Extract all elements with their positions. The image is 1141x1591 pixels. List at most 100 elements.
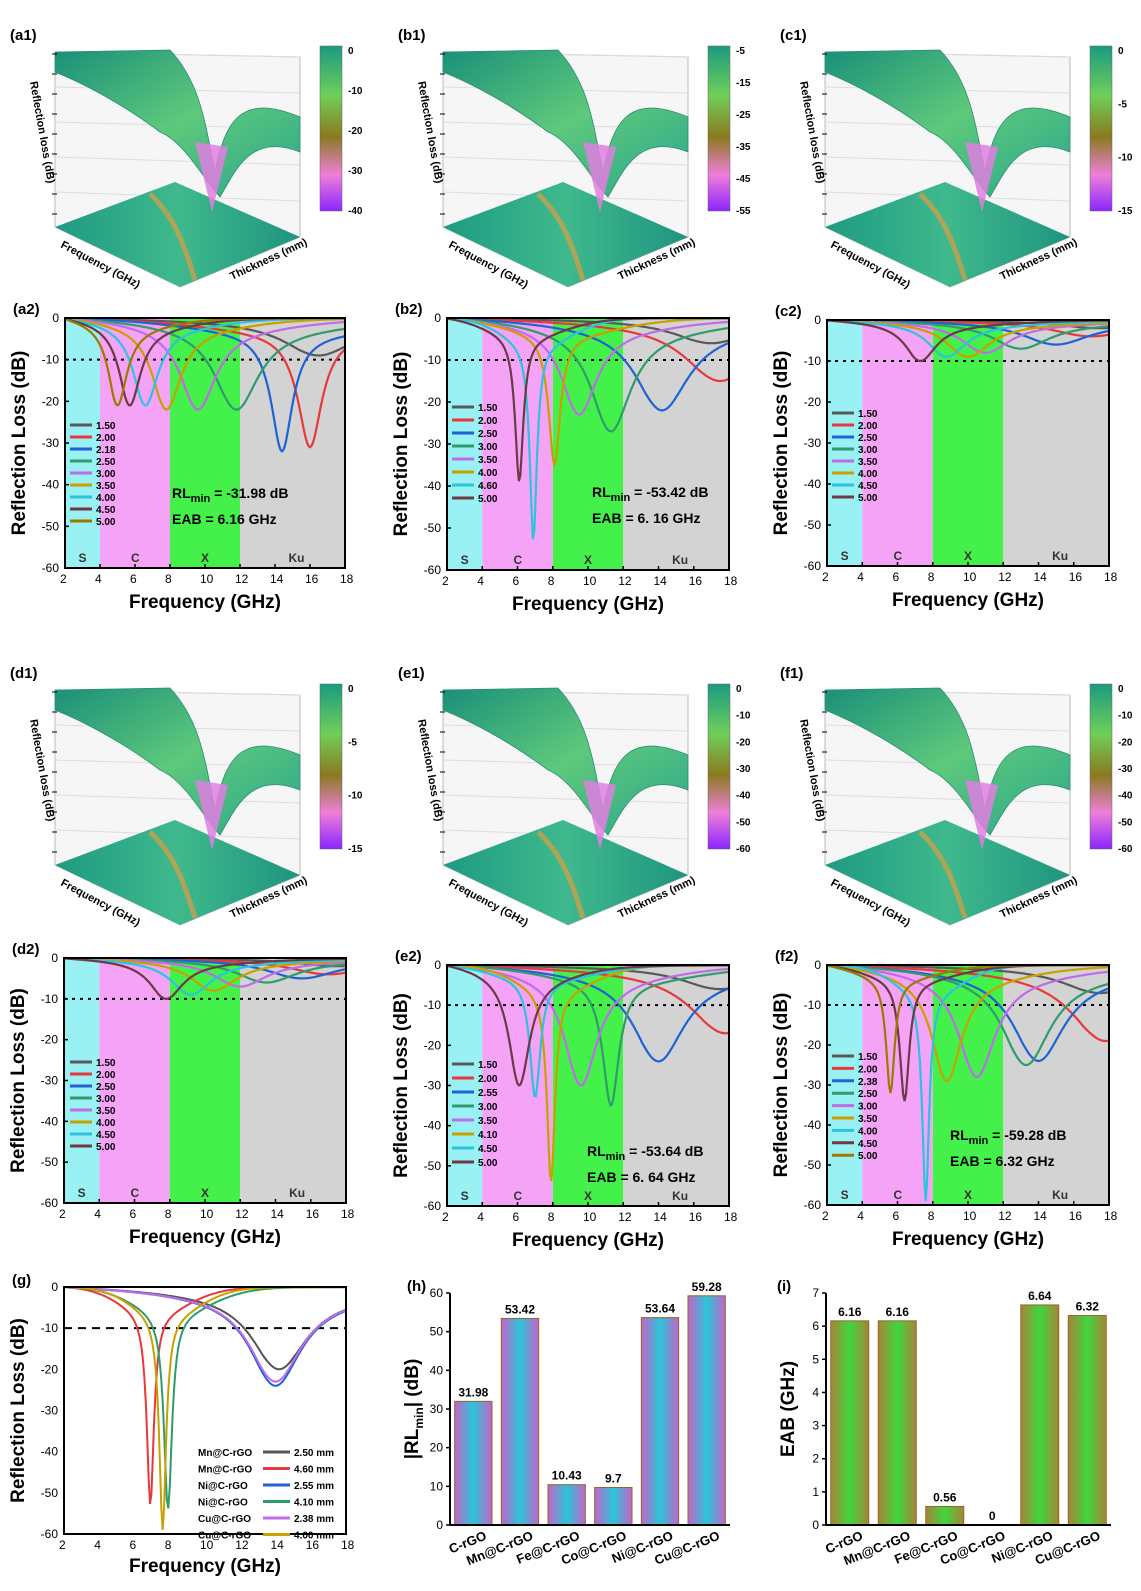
legend-label: 1.50 <box>96 1058 116 1069</box>
colorbar-tick: 0 <box>1118 684 1124 695</box>
colorbar <box>319 45 343 212</box>
band-label: Ku <box>1052 549 1068 563</box>
floor-ridge <box>918 830 968 919</box>
band-C <box>100 318 170 568</box>
legend-thickness: 4.00 mm <box>294 1531 334 1542</box>
panel-d2: (d2) S C X Ku 2 4 6 8 10 12 14 16 18 -60 -50 -40 -30 -20 -1… <box>8 941 355 1248</box>
legend-label: 2.50 <box>478 429 498 440</box>
y-tick-label: 3 <box>812 1419 819 1433</box>
legend-label: 3.00 <box>478 442 498 453</box>
y-tick-label: -10 <box>804 354 822 368</box>
colorbar-tick: -15 <box>736 78 751 89</box>
colorbar-tick: -40 <box>736 791 751 802</box>
x-tick-label: 8 <box>548 1210 555 1224</box>
panel-label: (h) <box>407 1278 426 1295</box>
legend-label: 3.00 <box>478 1102 498 1113</box>
x-tick-label: 10 <box>583 1210 597 1224</box>
legend-label: 2.18 <box>96 445 116 456</box>
series-line <box>64 1286 346 1530</box>
colorbar-tick: -25 <box>736 110 751 121</box>
eab-annotation: EAB = 6.32 GHz <box>950 1153 1055 1169</box>
colorbar <box>319 683 343 850</box>
panel-label: (c2) <box>775 303 802 320</box>
colorbar-tick: -30 <box>1118 764 1133 775</box>
grid-line <box>442 794 689 804</box>
legend-label: 1.50 <box>478 403 498 414</box>
band-label: C <box>131 1186 140 1200</box>
y-tick-label: 30 <box>430 1402 444 1416</box>
surface-min <box>965 780 998 850</box>
legend-label: 2.50 <box>96 457 116 468</box>
series-line <box>446 964 730 1108</box>
legend-label: 3.50 <box>96 481 116 492</box>
bar-value-label: 6.32 <box>1076 1300 1100 1314</box>
colorbar-tick: 0 <box>348 46 354 57</box>
band-X <box>169 958 241 1203</box>
y-tick-label: -50 <box>804 1158 822 1172</box>
panel-e1: (e1)Reflection loss (dB)Frequency (GHz) T… <box>398 665 751 929</box>
bar <box>594 1486 633 1526</box>
legend-label: 2.50 <box>96 1082 116 1093</box>
legend-label: 4.00 <box>478 468 498 479</box>
legend-label: 5.00 <box>96 517 116 528</box>
legend-label: 5.00 <box>478 494 498 505</box>
colorbar-tick: -10 <box>1118 711 1133 722</box>
panel-f2: (f2) S C X Ku 2 4 6 8 10 12 14 16 18 -60 -50 -40 -30 -20 -1… <box>771 948 1118 1250</box>
series-line <box>64 317 346 453</box>
band-label: Ku <box>1052 1188 1068 1202</box>
z-axis-label: Reflection loss (dB) <box>27 80 57 184</box>
legend-sample: Cu@C-rGO <box>198 1514 251 1525</box>
band-label: S <box>841 1188 849 1202</box>
bar-value-label: 0 <box>989 1509 996 1523</box>
panel-e2: (e2) S C X Ku 2 4 6 8 10 12 14 16 18 -60 -50 -40 -30 -20 -1… <box>391 948 738 1251</box>
legend-label: 1.50 <box>478 1060 498 1071</box>
x-tick-label: 6 <box>130 1207 137 1221</box>
x-tick-label: 14 <box>654 574 668 588</box>
x-tick-label: 8 <box>165 572 172 586</box>
x-tick-label: 10 <box>963 570 977 584</box>
series-line <box>63 1286 347 1383</box>
x-tick-label: 12 <box>998 570 1012 584</box>
y-tick-label: -30 <box>41 1074 59 1088</box>
y-tick-label: 0 <box>434 311 441 325</box>
band-Ku <box>1003 320 1109 566</box>
x-tick-label: 14 <box>1034 1209 1048 1223</box>
surface-min <box>195 780 228 850</box>
legend-label: 2.00 <box>96 1070 116 1081</box>
legend-label: 2.55 <box>478 1088 498 1099</box>
bar <box>877 1320 917 1526</box>
y-tick-label: 2 <box>812 1452 819 1466</box>
colorbar-tick: -50 <box>736 817 751 828</box>
colorbar-tick: -10 <box>1118 153 1133 164</box>
x-tick-label: 12 <box>998 1209 1012 1223</box>
bar-value-label: 59.28 <box>692 1280 722 1294</box>
z-axis-label: Reflection loss (dB) <box>415 80 445 184</box>
panel-label: (d2) <box>12 941 40 958</box>
legend-label: 2.00 <box>478 416 498 427</box>
colorbar-tick: 0 <box>348 684 354 695</box>
band-label: X <box>964 549 972 563</box>
colorbar-tick: -35 <box>736 142 751 153</box>
band-Ku <box>240 958 346 1203</box>
colorbar-tick: 0 <box>736 684 742 695</box>
y-axis-label: Reflection Loss (dB) <box>391 993 412 1178</box>
y-tick-label: 5 <box>812 1352 819 1366</box>
y-tick-label: -30 <box>804 1078 822 1092</box>
legend-label: 2.00 <box>858 421 878 432</box>
x-tick-label: 16 <box>306 1207 320 1221</box>
legend-thickness: 2.50 mm <box>294 1448 334 1459</box>
y-tick-label: -60 <box>804 1198 822 1212</box>
band-X <box>552 318 624 570</box>
x-tick-label: 16 <box>689 574 703 588</box>
x-tick-label: 16 <box>1069 570 1083 584</box>
y-tick-label: -40 <box>41 1114 59 1128</box>
colorbar-tick: -20 <box>1118 737 1133 748</box>
series-line <box>446 317 730 383</box>
band-label: C <box>894 549 903 563</box>
bar-value-label: 53.64 <box>645 1302 675 1316</box>
x-tick-label: 4 <box>94 1207 101 1221</box>
panel-label: (i) <box>777 1278 791 1295</box>
y-tick-label: -10 <box>424 998 442 1012</box>
y-axis-label: Reflection Loss (dB) <box>771 993 792 1178</box>
colorbar-tick: -5 <box>736 46 745 57</box>
